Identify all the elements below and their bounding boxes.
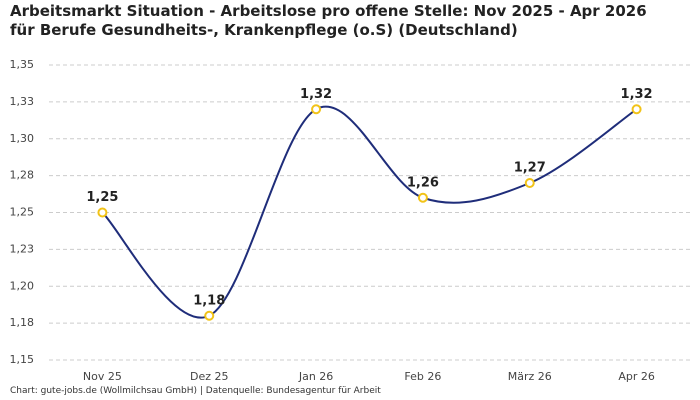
y-tick-label: 1,15 <box>10 353 35 366</box>
y-tick-label: 1,18 <box>10 316 35 329</box>
value-label: 1,18 <box>193 293 225 308</box>
point <box>311 104 322 115</box>
x-tick-label: Apr 26 <box>618 370 655 383</box>
y-tick-label: 1,35 <box>10 58 35 71</box>
value-label: 1,27 <box>514 161 546 176</box>
y-tick-label: 1,33 <box>10 95 35 108</box>
chart-title: Arbeitsmarkt Situation - Arbeitslose pro… <box>10 2 647 39</box>
value-label: 1,25 <box>86 190 118 205</box>
point <box>631 104 642 115</box>
value-label: 1,26 <box>407 175 439 190</box>
x-tick-label: Feb 26 <box>404 370 441 383</box>
x-tick-label: Jan 26 <box>298 370 333 383</box>
y-tick-label: 1,20 <box>10 279 35 292</box>
point <box>204 310 215 321</box>
source-note: Chart: gute-jobs.de (Wollmilchsau GmbH) … <box>10 386 381 396</box>
x-tick-label: März 26 <box>508 370 552 383</box>
x-tick-label: Dez 25 <box>190 370 229 383</box>
y-tick-label: 1,28 <box>10 169 35 182</box>
y-tick-label: 1,30 <box>10 132 35 145</box>
point <box>524 178 535 188</box>
value-label: 1,32 <box>621 87 653 102</box>
y-tick-label: 1,25 <box>10 206 35 219</box>
x-tick-label: Nov 25 <box>83 370 122 383</box>
point <box>97 207 108 218</box>
point <box>417 192 428 203</box>
y-tick-label: 1,23 <box>10 242 35 255</box>
value-label: 1,32 <box>300 87 332 102</box>
